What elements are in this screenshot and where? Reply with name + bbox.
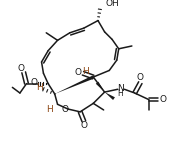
Polygon shape bbox=[55, 76, 94, 94]
Polygon shape bbox=[96, 82, 105, 92]
Text: N: N bbox=[117, 84, 124, 93]
Text: H: H bbox=[82, 67, 89, 76]
Polygon shape bbox=[105, 92, 115, 100]
Text: O: O bbox=[80, 121, 87, 130]
Text: H: H bbox=[46, 104, 53, 114]
Text: O: O bbox=[137, 73, 144, 82]
Text: OH: OH bbox=[105, 0, 119, 8]
Text: O: O bbox=[159, 95, 166, 104]
Text: H: H bbox=[36, 83, 43, 92]
Text: O: O bbox=[62, 105, 69, 114]
Text: H: H bbox=[118, 89, 123, 98]
Text: O: O bbox=[17, 64, 24, 73]
Text: O: O bbox=[31, 78, 37, 87]
Text: O: O bbox=[75, 68, 82, 77]
